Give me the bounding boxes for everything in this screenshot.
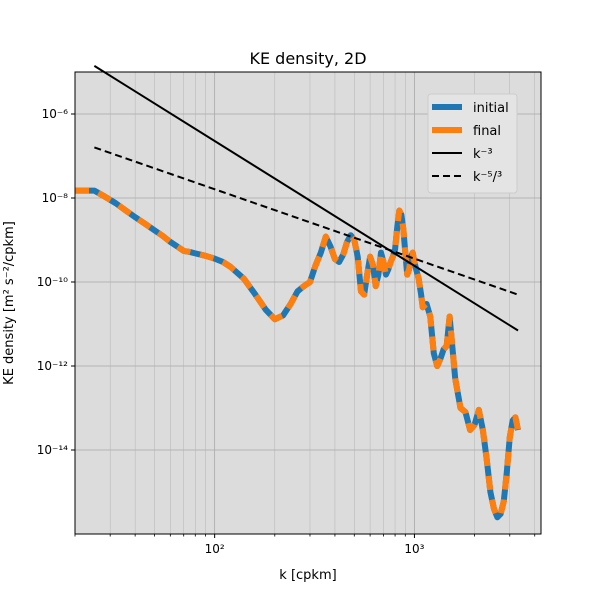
series-line-3: [93, 65, 519, 332]
legend-box: [427, 93, 518, 194]
x-tick-label: 10³: [404, 542, 424, 556]
y-tick-label: 10⁻⁸: [42, 191, 69, 205]
x-tick-label: 10²: [205, 542, 225, 556]
legend-label: initial: [473, 101, 509, 116]
series-line-4: [94, 146, 519, 296]
y-tick-label: 10⁻¹⁴: [37, 443, 68, 457]
legend-label: final: [473, 124, 501, 139]
y-tick-label: 10⁻¹²: [37, 359, 68, 373]
legend: initial final k⁻³ k⁻⁵/³: [427, 93, 518, 194]
y-tick-label: 10⁻¹⁰: [37, 275, 68, 289]
legend-label: k⁻³: [473, 147, 493, 162]
axis-ticks: 10² 10³ 10⁻¹⁴ 10⁻¹² 10⁻¹⁰ 10⁻⁸ 10⁻⁶: [37, 107, 536, 556]
legend-label: k⁻⁵/³: [473, 170, 502, 185]
plot-frame: [74, 71, 542, 535]
y-axis-label: KE density [m² s⁻²/cpkm]: [2, 221, 17, 385]
chart-title: KE density, 2D: [249, 49, 366, 68]
series-layer: [75, 65, 521, 521]
y-tick-label: 10⁻⁶: [42, 107, 69, 121]
x-axis-label: k [cpkm]: [279, 568, 336, 583]
series-line-2: [75, 187, 521, 521]
